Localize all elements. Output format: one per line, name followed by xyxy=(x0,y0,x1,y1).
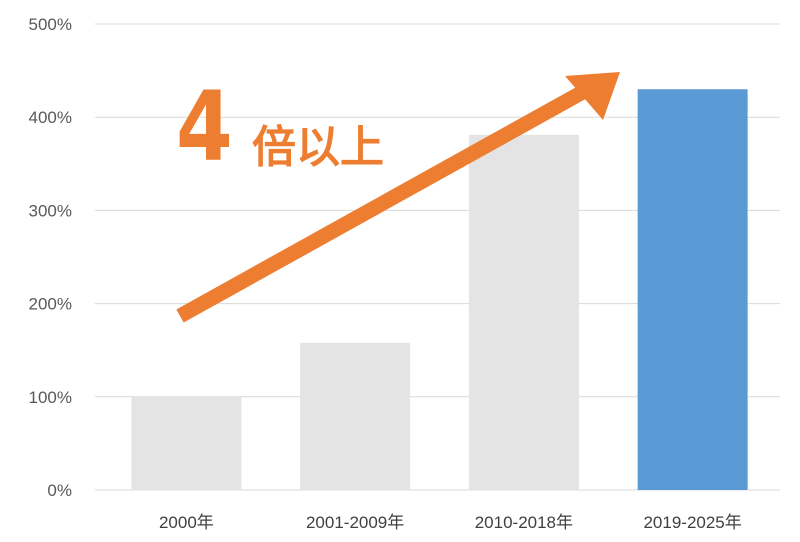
y-tick-label: 100% xyxy=(29,388,72,407)
y-tick-label: 300% xyxy=(29,201,72,220)
y-tick-label: 400% xyxy=(29,108,72,127)
y-tick-label: 500% xyxy=(29,15,72,34)
x-category-label: 2000年 xyxy=(159,513,214,532)
x-axis-labels: 2000年 2001-2009年 2010-2018年 2019-2025年 xyxy=(159,513,742,532)
x-category-label: 2010-2018年 xyxy=(475,513,573,532)
annotation-number: 4 xyxy=(176,72,233,184)
bar-0 xyxy=(131,396,242,490)
x-category-label: 2019-2025年 xyxy=(643,513,741,532)
growth-arrow-icon xyxy=(176,72,620,323)
bar-1 xyxy=(300,342,411,490)
bar-3 xyxy=(637,89,748,491)
annotation-text: 倍以上 xyxy=(252,123,384,172)
y-tick-label: 0% xyxy=(47,481,72,500)
y-axis-ticks: 0% 100% 200% 300% 400% 500% xyxy=(29,15,72,500)
bars xyxy=(131,89,748,491)
bar-2 xyxy=(468,134,579,490)
y-tick-label: 200% xyxy=(29,295,72,314)
x-category-label: 2001-2009年 xyxy=(306,513,404,532)
